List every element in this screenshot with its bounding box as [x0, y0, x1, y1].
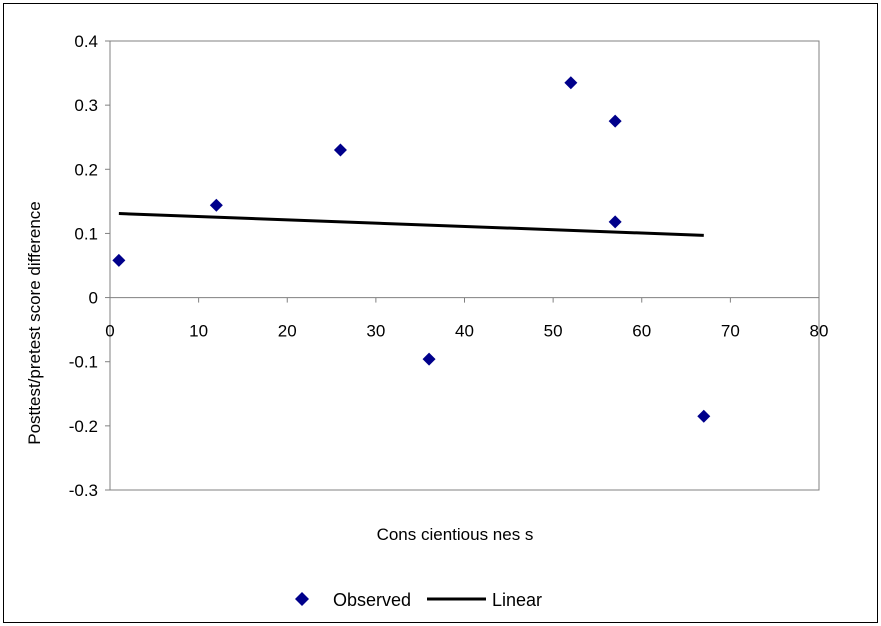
x-tick-label: 0 [105, 322, 114, 341]
data-point [697, 409, 711, 423]
y-tick-label: 0.4 [74, 32, 98, 51]
y-axis: 0.4 0.3 0.2 0.1 0 -0.1 -0.2 -0.3 [69, 32, 110, 500]
x-axis [109, 297, 820, 303]
x-tick-label: 10 [189, 322, 208, 341]
x-tick-label: 70 [721, 322, 740, 341]
y-tick-label: -0.3 [69, 481, 98, 500]
data-point [333, 143, 347, 157]
legend-linear-label: Linear [492, 590, 542, 610]
data-marks [112, 76, 711, 423]
data-point [112, 253, 126, 267]
x-tick-label: 30 [366, 322, 385, 341]
y-tick-label: -0.1 [69, 353, 98, 372]
x-tick-label: 60 [632, 322, 651, 341]
data-point [422, 352, 436, 366]
legend: Observed Linear [295, 590, 542, 610]
data-point [209, 198, 223, 212]
x-axis-title: Cons cientious nes s [377, 525, 534, 544]
y-tick-label: 0.2 [74, 160, 98, 179]
legend-observed-label: Observed [333, 590, 411, 610]
y-tick-label: 0 [89, 289, 98, 308]
x-tick-label: 20 [278, 322, 297, 341]
x-tick-label: 40 [455, 322, 474, 341]
y-tick-label: -0.2 [69, 417, 98, 436]
legend-observed-marker [295, 592, 309, 606]
trendline [118, 212, 704, 237]
chart-frame [3, 3, 878, 623]
x-tick-label: 80 [810, 322, 829, 341]
data-point [608, 114, 622, 128]
data-point [608, 215, 622, 229]
x-tick-label: 50 [544, 322, 563, 341]
y-axis-title: Posttest/pretest score difference [25, 201, 44, 444]
x-tick-labels: 0 10 20 30 40 50 60 70 80 [105, 322, 828, 341]
y-tick-label: 0.1 [74, 224, 98, 243]
plot-area [109, 40, 820, 491]
data-point [564, 76, 578, 90]
y-tick-label: 0.3 [74, 96, 98, 115]
